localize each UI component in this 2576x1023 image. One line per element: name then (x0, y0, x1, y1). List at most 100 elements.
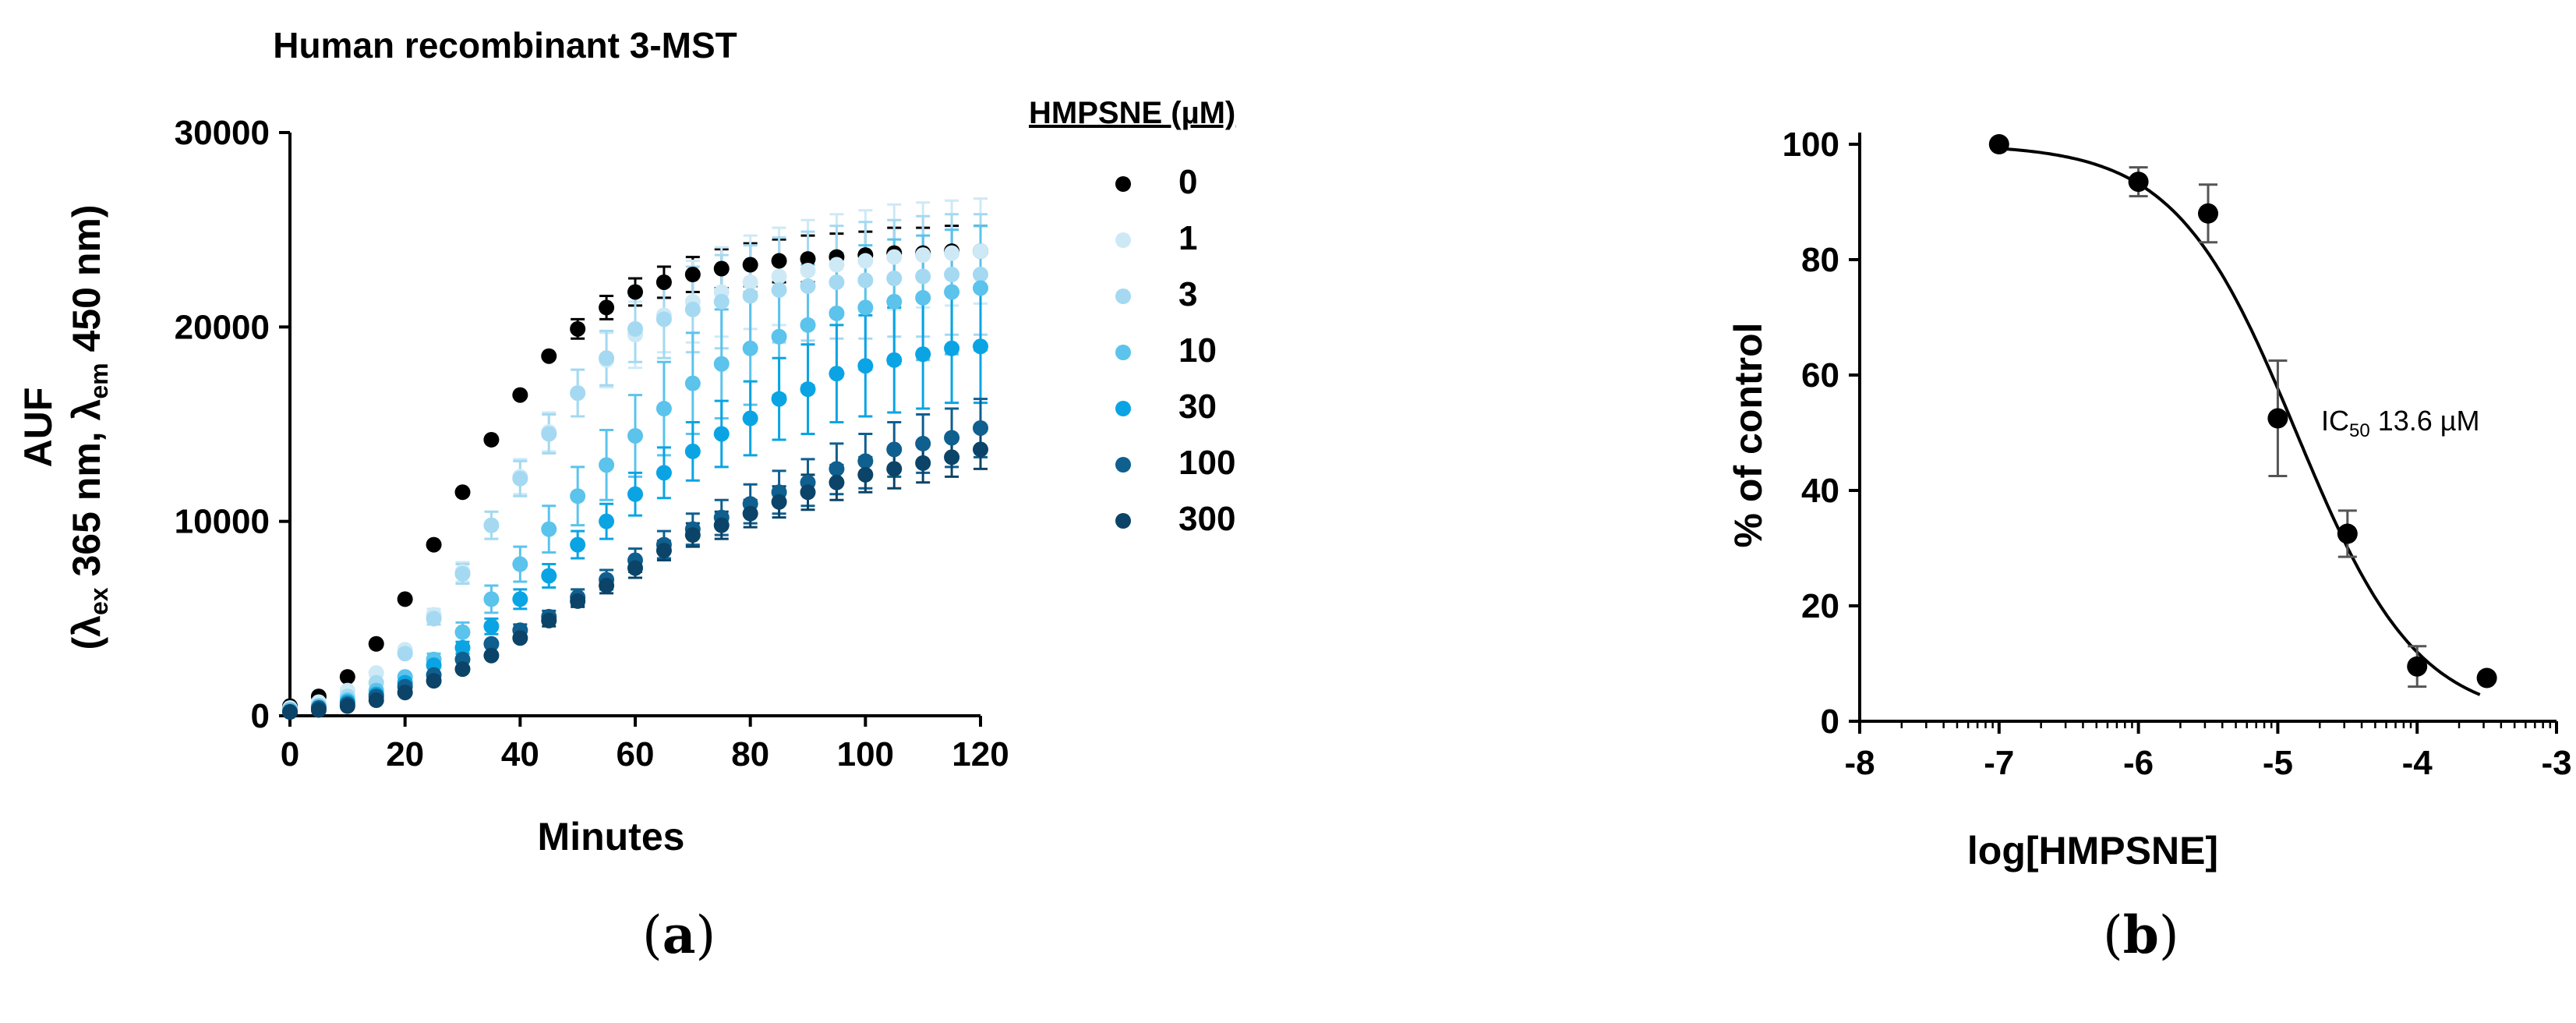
legend-marker (1115, 513, 1131, 529)
data-point (915, 435, 931, 451)
data-point (570, 536, 586, 553)
data-point (426, 611, 442, 627)
data-point (483, 647, 500, 664)
data-point (886, 293, 903, 310)
data-point (915, 346, 931, 363)
data-point (742, 288, 758, 304)
data-point (742, 257, 758, 273)
data-point (454, 639, 471, 656)
x-tick-label: 60 (617, 735, 655, 773)
panel-b-chart: -8 -7 -6 -5 -4 -3 0 20 40 60 80 100 IC50 13.6 µM lo… (1726, 126, 2572, 873)
axes: -8 -7 -6 -5 -4 -3 0 20 40 60 80 100 (1783, 126, 2572, 782)
x-tick-label: -5 (2263, 744, 2293, 782)
data-point (742, 340, 758, 356)
data-point (829, 461, 845, 477)
y-tick-label: 20 (1801, 587, 1839, 625)
x-axis-label: Minutes (538, 815, 685, 858)
panel-label-b: (b) (2103, 904, 2179, 965)
data-point (829, 257, 845, 273)
data-point (2198, 203, 2218, 224)
data-point (655, 465, 672, 481)
data-point (454, 661, 471, 678)
data-point (857, 299, 874, 316)
data-point (2267, 408, 2288, 429)
data-point (541, 348, 557, 364)
data-point (944, 430, 960, 446)
data-point (2476, 667, 2497, 688)
data-point (483, 431, 500, 448)
legend: HMPSNE (µM) 0 1 3 10 30 100 300 (1029, 96, 1235, 538)
data-point (627, 284, 643, 300)
data-point (915, 455, 931, 471)
data-points (1988, 134, 2497, 688)
data-point (684, 375, 701, 391)
data-point (973, 441, 988, 458)
data-point (771, 328, 787, 345)
data-point (713, 517, 730, 533)
data-point (512, 591, 528, 607)
data-point (454, 624, 471, 640)
data-point (397, 591, 413, 607)
data-point (2128, 172, 2149, 193)
data-point (829, 305, 845, 321)
data-point (973, 419, 988, 436)
data-point (973, 338, 988, 355)
x-tick-label: 80 (731, 735, 769, 773)
data-point (742, 410, 758, 427)
data-point (684, 267, 701, 283)
data-point (800, 263, 816, 279)
y-tick-label: 40 (1801, 472, 1839, 510)
data-point (713, 293, 730, 310)
x-tick-label: 120 (952, 735, 1009, 773)
data-point (800, 484, 816, 501)
legend-label: 30 (1178, 388, 1217, 426)
y-axis-label-line2: (λex 365 nm, λem 450 nm) (65, 205, 113, 650)
y-tick-label: 0 (1821, 703, 1839, 741)
legend-label: 100 (1178, 444, 1235, 482)
data-point (310, 702, 327, 718)
x-tick-label: 0 (281, 735, 299, 773)
data-point (599, 577, 615, 593)
legend-label: 10 (1178, 331, 1217, 370)
data-point (886, 249, 903, 265)
data-point (915, 247, 931, 264)
data-point (771, 268, 787, 285)
data-point (599, 299, 615, 316)
data-point (713, 260, 730, 277)
data-point (886, 352, 903, 368)
data-point (857, 253, 874, 269)
y-tick-label: 30000 (175, 114, 270, 152)
data-point (800, 251, 816, 267)
data-point (454, 565, 471, 582)
data-point (886, 441, 903, 458)
data-point (742, 505, 758, 522)
chart-title: Human recombinant 3-MST (273, 25, 737, 65)
data-point (684, 443, 701, 459)
data-point (800, 278, 816, 294)
y-tick-label: 0 (251, 697, 270, 735)
data-point (857, 453, 874, 469)
data-point (973, 267, 988, 283)
data-point (570, 593, 586, 609)
data-point (655, 401, 672, 417)
data-point (454, 484, 471, 501)
data-point (655, 311, 672, 327)
x-tick-label: -8 (1844, 744, 1875, 782)
y-tick-label: 60 (1801, 356, 1839, 395)
x-tick-label: -7 (1984, 744, 2014, 782)
data-point (771, 391, 787, 407)
data-point (541, 612, 557, 628)
data-point (397, 646, 413, 662)
data-point (627, 560, 643, 576)
y-tick-label: 100 (1783, 126, 1839, 164)
data-point (800, 317, 816, 333)
data-point (2337, 523, 2358, 544)
data-point (541, 568, 557, 584)
legend-marker (1115, 345, 1131, 360)
legend-label: 300 (1178, 500, 1235, 538)
data-point (973, 243, 988, 260)
fit-curve (1998, 147, 2481, 696)
y-axis-label-line1: AUF (16, 388, 60, 468)
data-point (944, 284, 960, 300)
data-point (857, 272, 874, 288)
